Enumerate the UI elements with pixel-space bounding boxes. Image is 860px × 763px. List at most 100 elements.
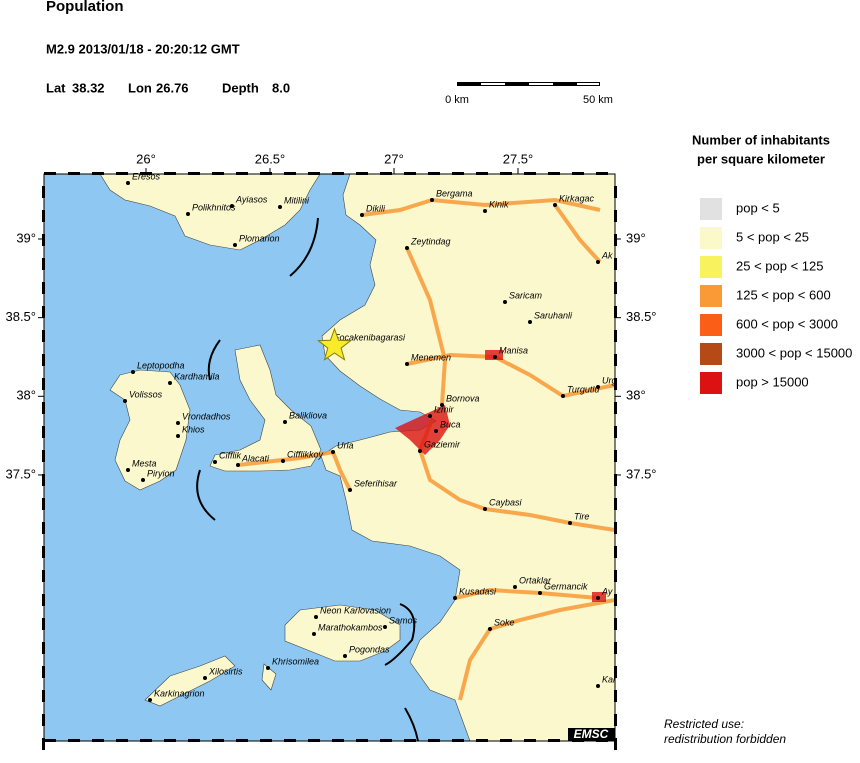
depth-label: Depth bbox=[222, 80, 259, 95]
legend-label: 125 < pop < 600 bbox=[736, 287, 831, 302]
depth-value: 8.0 bbox=[272, 80, 290, 95]
city-dot bbox=[430, 198, 434, 202]
frame-dash bbox=[260, 172, 272, 175]
legend-title: Number of inhabitants bbox=[692, 132, 830, 147]
frame-dash bbox=[614, 738, 617, 750]
frame-dash bbox=[452, 172, 464, 175]
city-dot bbox=[203, 676, 207, 680]
city-label: Ak bbox=[601, 250, 613, 260]
city-label: Mesta bbox=[132, 458, 157, 468]
city-dot bbox=[568, 521, 572, 525]
city-label: Alacati bbox=[241, 453, 270, 463]
frame-dash bbox=[380, 172, 392, 175]
legend-swatch bbox=[700, 343, 722, 365]
frame-dash bbox=[140, 739, 152, 742]
frame-dash bbox=[548, 739, 560, 742]
city-dot bbox=[186, 212, 190, 216]
frame-dash bbox=[42, 378, 45, 390]
city-label: Volissos bbox=[129, 389, 163, 399]
city-dot bbox=[126, 181, 130, 185]
frame-dash bbox=[614, 234, 617, 246]
frame-dash bbox=[308, 172, 320, 175]
city-dot bbox=[348, 488, 352, 492]
frame-dash bbox=[42, 354, 45, 366]
frame-dash bbox=[42, 282, 45, 294]
city-label: Germancik bbox=[544, 581, 588, 591]
city-label: Turgutlu bbox=[567, 384, 599, 394]
city-label: Samos bbox=[389, 615, 418, 625]
city-dot bbox=[405, 246, 409, 250]
epicenter bbox=[316, 327, 352, 361]
credit-box bbox=[568, 728, 615, 741]
frame-dash bbox=[332, 172, 344, 175]
city-dot bbox=[168, 381, 172, 385]
legend-swatch bbox=[700, 285, 722, 307]
frame-dash bbox=[596, 172, 608, 175]
frame-dash bbox=[524, 739, 536, 742]
frame-dash bbox=[284, 172, 296, 175]
frame-dash bbox=[68, 172, 80, 175]
scale-end: 50 km bbox=[583, 94, 613, 106]
city-dot bbox=[503, 300, 507, 304]
frame-dash bbox=[42, 546, 45, 558]
frame-dash bbox=[614, 642, 617, 654]
city-dot bbox=[176, 421, 180, 425]
city-label: Plomarion bbox=[239, 233, 280, 243]
title: Population bbox=[46, 0, 124, 15]
frame-dash bbox=[212, 739, 224, 742]
lon-tick-label: 26.5° bbox=[255, 151, 286, 166]
frame-dash bbox=[188, 739, 200, 742]
frame-dash bbox=[428, 172, 440, 175]
frame-dash bbox=[614, 474, 617, 486]
frame-dash bbox=[548, 172, 560, 175]
city-label: Eresos bbox=[132, 171, 161, 181]
city-label: Buca bbox=[440, 419, 461, 429]
city-dot bbox=[176, 434, 180, 438]
lat-tick-label: 37.5° bbox=[626, 466, 657, 481]
frame-dash bbox=[260, 739, 272, 742]
city-dot bbox=[283, 420, 287, 424]
frame-dash bbox=[500, 172, 512, 175]
city-label: Cifflik bbox=[219, 450, 241, 460]
city-label: Kar bbox=[602, 674, 617, 684]
legend-swatch bbox=[700, 372, 722, 394]
frame-dash bbox=[614, 186, 617, 198]
city-label: Gaziemir bbox=[424, 439, 461, 449]
frame-dash bbox=[42, 642, 45, 654]
lat-tick-label: 38° bbox=[16, 388, 36, 403]
city-dot bbox=[312, 632, 316, 636]
frame-dash bbox=[164, 739, 176, 742]
city-dot bbox=[596, 260, 600, 264]
city-label: Ortaklar bbox=[519, 575, 552, 585]
city-dot bbox=[528, 320, 532, 324]
city-dot bbox=[440, 403, 444, 407]
frame-dash bbox=[42, 690, 45, 702]
frame-dash bbox=[614, 690, 617, 702]
frame-dash bbox=[42, 714, 45, 726]
frame-dash bbox=[614, 210, 617, 222]
map bbox=[44, 174, 615, 741]
legend-swatch bbox=[700, 256, 722, 278]
legend-swatch bbox=[700, 227, 722, 249]
mainland bbox=[320, 174, 615, 741]
city-dot bbox=[553, 203, 557, 207]
city-label: Manisa bbox=[499, 345, 528, 355]
frame-dash bbox=[42, 258, 45, 270]
frame-dash bbox=[572, 739, 584, 742]
city-label: Soke bbox=[494, 617, 515, 627]
legend-title: per square kilometer bbox=[697, 151, 825, 166]
city-label: Khrisomilea bbox=[272, 656, 319, 666]
frame-dash bbox=[524, 172, 536, 175]
frame-dash bbox=[404, 172, 416, 175]
city-label: Saricam bbox=[509, 290, 543, 300]
density-corridors bbox=[237, 197, 615, 701]
lat-tick-label: 38° bbox=[626, 388, 646, 403]
frame-dash bbox=[42, 402, 45, 414]
city-label: Mitilini bbox=[284, 195, 310, 205]
city-label: Kusadasi bbox=[459, 586, 497, 596]
frame-dash bbox=[572, 172, 584, 175]
frame-dash bbox=[614, 378, 617, 390]
legend-label: 5 < pop < 25 bbox=[736, 229, 809, 244]
city-label: Bornova bbox=[446, 393, 480, 403]
city-label: Tire bbox=[574, 511, 589, 521]
